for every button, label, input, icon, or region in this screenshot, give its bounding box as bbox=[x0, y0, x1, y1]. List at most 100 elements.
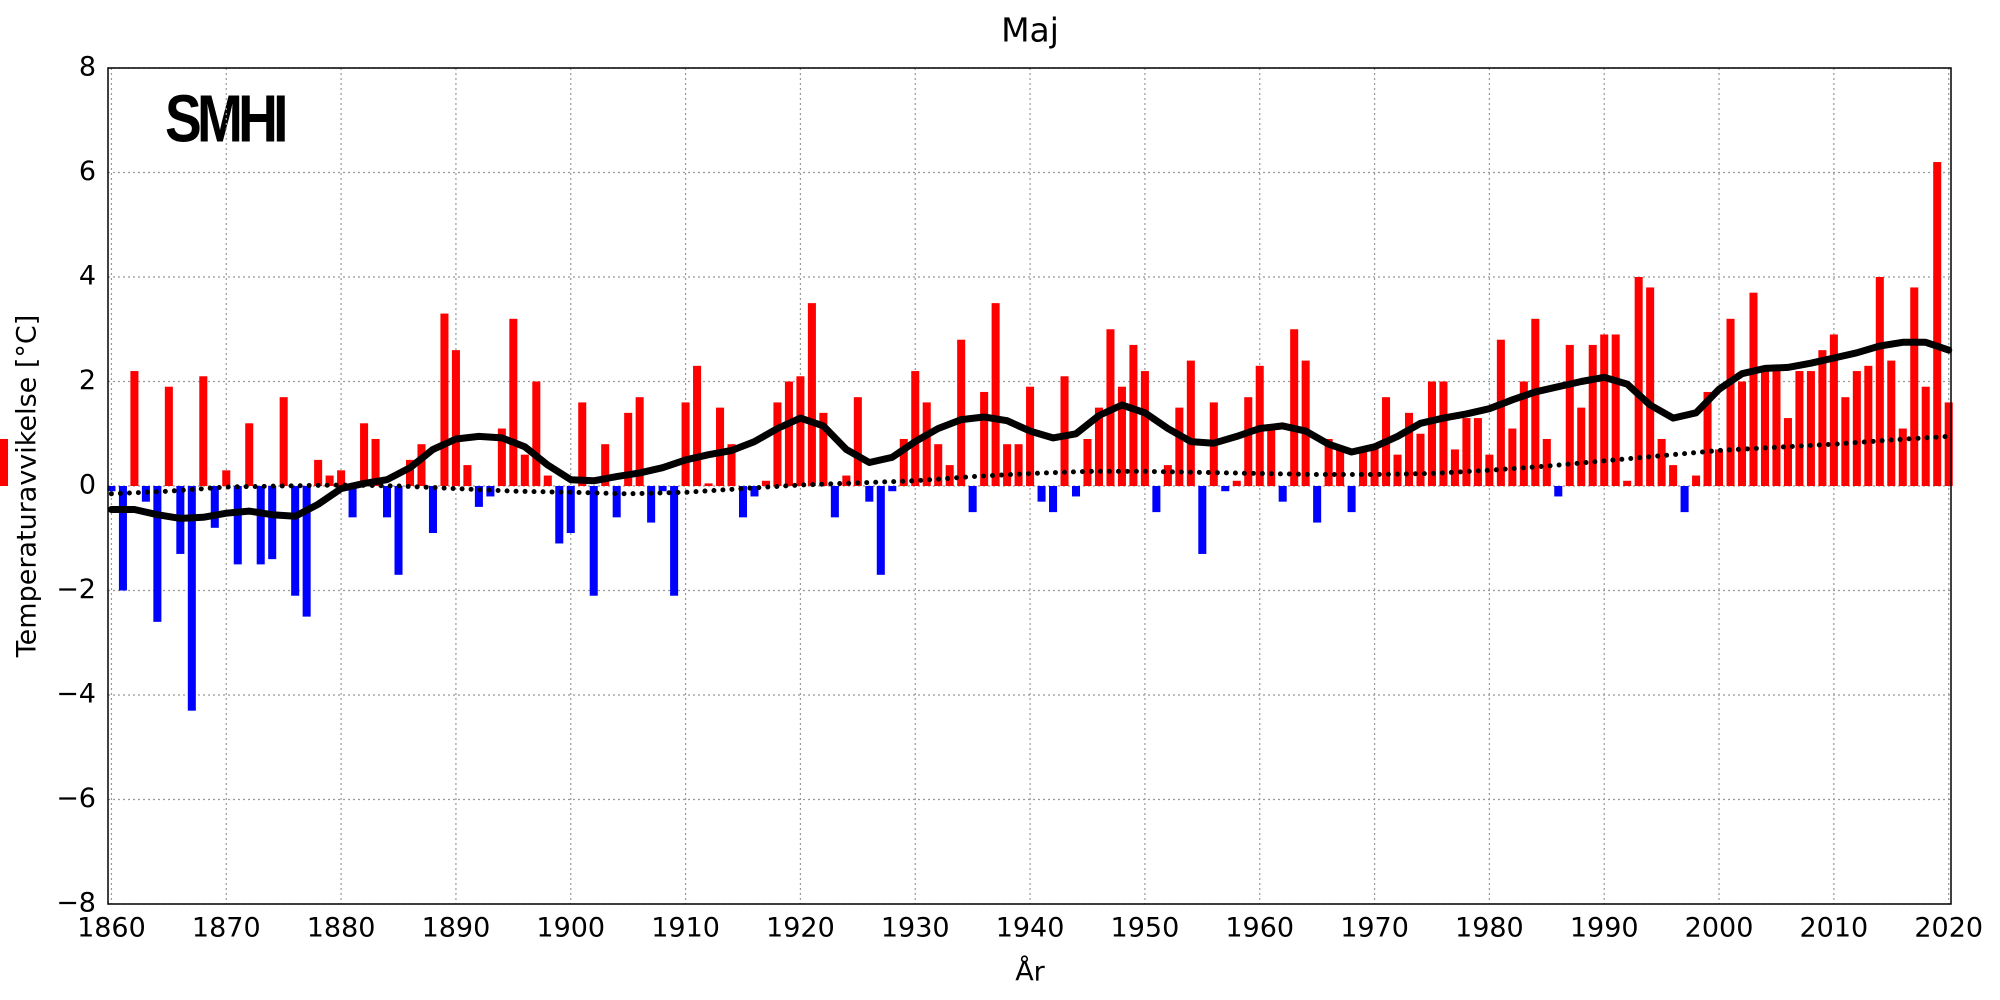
bar bbox=[911, 371, 920, 486]
bar bbox=[199, 376, 208, 486]
bar bbox=[187, 486, 196, 711]
bar bbox=[830, 486, 839, 518]
bar bbox=[1646, 287, 1655, 486]
bar bbox=[1290, 329, 1299, 486]
x-tick-label: 2000 bbox=[1685, 913, 1754, 944]
bar bbox=[1278, 486, 1287, 502]
plot-frame bbox=[107, 67, 1952, 905]
bar bbox=[750, 486, 759, 497]
bar bbox=[1726, 318, 1735, 486]
bar bbox=[773, 402, 782, 486]
bar bbox=[1818, 350, 1827, 486]
bar bbox=[934, 444, 943, 486]
bar bbox=[1232, 480, 1241, 486]
x-tick-label: 1940 bbox=[996, 913, 1065, 944]
bar bbox=[1083, 438, 1092, 486]
chart-title: Maj bbox=[1001, 11, 1059, 50]
bar bbox=[1715, 449, 1724, 486]
bar bbox=[1852, 371, 1861, 486]
bar bbox=[268, 486, 277, 560]
bar bbox=[853, 397, 862, 486]
y-tick-label: −2 bbox=[56, 574, 96, 605]
bar bbox=[865, 486, 874, 502]
bar bbox=[256, 486, 265, 565]
bar bbox=[1359, 449, 1368, 486]
bar bbox=[1198, 486, 1207, 554]
y-tick-label: 2 bbox=[79, 365, 96, 396]
bar bbox=[520, 454, 529, 486]
bar bbox=[899, 438, 908, 486]
bar bbox=[796, 376, 805, 486]
bar bbox=[291, 486, 300, 596]
x-tick-label: 1930 bbox=[881, 913, 950, 944]
x-tick-label: 1870 bbox=[192, 913, 261, 944]
bar bbox=[922, 402, 931, 486]
bar bbox=[612, 486, 621, 518]
x-tick-label: 1880 bbox=[307, 913, 376, 944]
x-tick-label: 1960 bbox=[1225, 913, 1294, 944]
bar bbox=[566, 486, 575, 534]
bar bbox=[1347, 486, 1356, 513]
bar bbox=[1554, 486, 1563, 497]
bar bbox=[1003, 444, 1012, 486]
x-tick-label: 2010 bbox=[1800, 913, 1869, 944]
bar bbox=[1737, 381, 1747, 486]
bar bbox=[325, 475, 334, 486]
bar bbox=[658, 486, 667, 492]
y-axis-label: Temperaturavvikelse [°C] bbox=[12, 315, 43, 658]
bar bbox=[1336, 449, 1345, 486]
bar bbox=[1301, 360, 1310, 486]
x-tick-label: 1950 bbox=[1111, 913, 1180, 944]
bar bbox=[1094, 407, 1103, 486]
bar bbox=[1657, 438, 1666, 486]
x-tick-label: 1860 bbox=[77, 913, 146, 944]
bar bbox=[543, 475, 552, 486]
bar bbox=[1404, 412, 1414, 486]
bar bbox=[842, 475, 851, 486]
bar bbox=[1175, 407, 1184, 486]
trend-line bbox=[108, 433, 1952, 497]
bar bbox=[440, 313, 449, 486]
x-axis-label: År bbox=[1015, 956, 1045, 988]
bar bbox=[1450, 449, 1459, 486]
x-tick-label: 1900 bbox=[536, 913, 605, 944]
bar bbox=[1163, 465, 1172, 486]
bar bbox=[417, 444, 426, 486]
bar bbox=[1703, 391, 1712, 486]
bar bbox=[980, 391, 989, 486]
bar bbox=[1014, 444, 1023, 486]
bar bbox=[348, 486, 357, 518]
bar bbox=[314, 459, 323, 486]
x-tick-label: 1970 bbox=[1340, 913, 1409, 944]
bar bbox=[164, 386, 173, 486]
bar bbox=[1634, 277, 1643, 486]
bar bbox=[1783, 418, 1792, 486]
bar bbox=[761, 480, 770, 486]
y-tick-label: 8 bbox=[79, 52, 96, 83]
bar bbox=[1531, 318, 1540, 486]
bar bbox=[1611, 334, 1620, 486]
bar bbox=[1140, 371, 1149, 486]
bar bbox=[371, 438, 380, 486]
x-tick-label: 1910 bbox=[651, 913, 720, 944]
bar bbox=[738, 486, 748, 518]
bar bbox=[1221, 486, 1230, 492]
bar bbox=[1772, 371, 1781, 486]
bar bbox=[704, 483, 713, 486]
bar bbox=[153, 486, 162, 622]
bar bbox=[337, 470, 346, 486]
bar bbox=[624, 412, 633, 486]
bar bbox=[716, 407, 725, 486]
bar bbox=[1462, 418, 1471, 486]
bar bbox=[1324, 438, 1333, 486]
x-tick-label: 1980 bbox=[1455, 913, 1524, 944]
bar bbox=[1370, 444, 1379, 486]
x-tick-label: 2020 bbox=[1914, 913, 1983, 944]
bar bbox=[1129, 344, 1138, 486]
bar bbox=[1795, 371, 1804, 486]
bar bbox=[888, 486, 897, 492]
y-tick-label: −6 bbox=[56, 783, 96, 814]
bar bbox=[532, 381, 541, 486]
bar bbox=[1393, 454, 1402, 486]
bar bbox=[1313, 486, 1322, 523]
